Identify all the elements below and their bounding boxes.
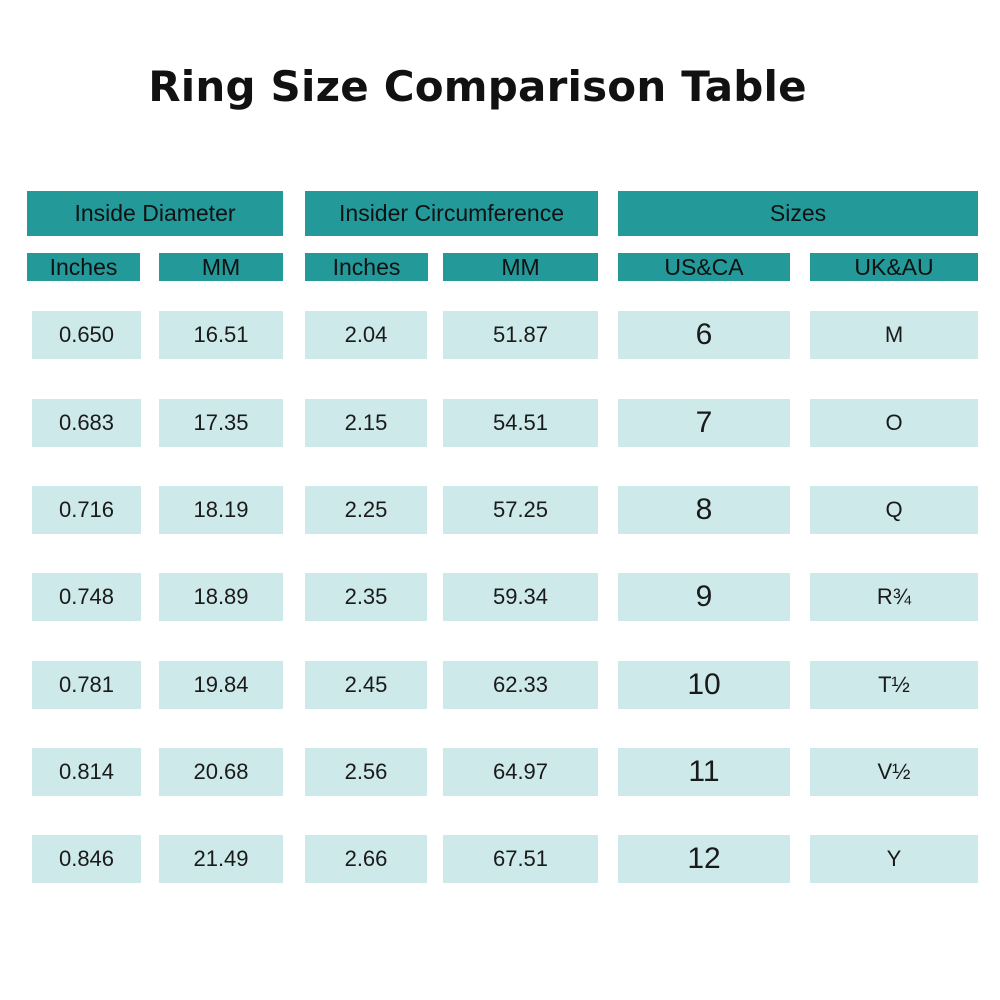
- table-cell-mm-diameter: 21.49: [159, 835, 283, 883]
- table-cell-mm-circumference: 64.97: [443, 748, 598, 796]
- table-cell-inches-circumference: 2.45: [305, 661, 427, 709]
- group-header: Inside Diameter: [27, 191, 283, 236]
- table-cell-mm-circumference: 54.51: [443, 399, 598, 447]
- table-cell-uk-au-size: O: [810, 399, 978, 447]
- column-header-inches-diameter: Inches: [27, 253, 140, 281]
- table-cell-inches-diameter: 0.846: [32, 835, 141, 883]
- table-cell-us-ca-size: 7: [618, 399, 790, 447]
- table-cell-uk-au-size: Y: [810, 835, 978, 883]
- column-header-mm-circumference: MM: [443, 253, 598, 281]
- table-cell-inches-diameter: 0.748: [32, 573, 141, 621]
- group-header: Sizes: [618, 191, 978, 236]
- table-cell-uk-au-size: V½: [810, 748, 978, 796]
- table-cell-us-ca-size: 8: [618, 486, 790, 534]
- table-cell-mm-circumference: 59.34: [443, 573, 598, 621]
- table-cell-mm-circumference: 62.33: [443, 661, 598, 709]
- table-cell-mm-diameter: 20.68: [159, 748, 283, 796]
- table-cell-mm-circumference: 67.51: [443, 835, 598, 883]
- column-header-uk-au-size: UK&AU: [810, 253, 978, 281]
- table-cell-inches-circumference: 2.04: [305, 311, 427, 359]
- table-cell-inches-diameter: 0.814: [32, 748, 141, 796]
- table-cell-uk-au-size: M: [810, 311, 978, 359]
- page-title: Ring Size Comparison Table: [148, 62, 807, 111]
- table-cell-mm-diameter: 18.89: [159, 573, 283, 621]
- table-cell-inches-circumference: 2.25: [305, 486, 427, 534]
- table-cell-mm-diameter: 18.19: [159, 486, 283, 534]
- column-header-inches-circumference: Inches: [305, 253, 428, 281]
- column-header-mm-diameter: MM: [159, 253, 283, 281]
- table-cell-inches-circumference: 2.35: [305, 573, 427, 621]
- table-cell-inches-circumference: 2.66: [305, 835, 427, 883]
- table-cell-inches-diameter: 0.716: [32, 486, 141, 534]
- group-header: Insider Circumference: [305, 191, 598, 236]
- table-cell-inches-diameter: 0.683: [32, 399, 141, 447]
- table-cell-us-ca-size: 6: [618, 311, 790, 359]
- table-cell-inches-diameter: 0.650: [32, 311, 141, 359]
- table-cell-us-ca-size: 9: [618, 573, 790, 621]
- column-header-us-ca-size: US&CA: [618, 253, 790, 281]
- table-cell-inches-circumference: 2.15: [305, 399, 427, 447]
- table-cell-inches-circumference: 2.56: [305, 748, 427, 796]
- table-cell-inches-diameter: 0.781: [32, 661, 141, 709]
- table-cell-uk-au-size: T½: [810, 661, 978, 709]
- table-cell-us-ca-size: 12: [618, 835, 790, 883]
- table-cell-mm-diameter: 16.51: [159, 311, 283, 359]
- table-cell-mm-circumference: 57.25: [443, 486, 598, 534]
- table-cell-us-ca-size: 11: [618, 748, 790, 796]
- table-cell-us-ca-size: 10: [618, 661, 790, 709]
- table-cell-uk-au-size: Q: [810, 486, 978, 534]
- table-cell-mm-diameter: 17.35: [159, 399, 283, 447]
- table-cell-mm-circumference: 51.87: [443, 311, 598, 359]
- table-cell-mm-diameter: 19.84: [159, 661, 283, 709]
- table-cell-uk-au-size: R¾: [810, 573, 978, 621]
